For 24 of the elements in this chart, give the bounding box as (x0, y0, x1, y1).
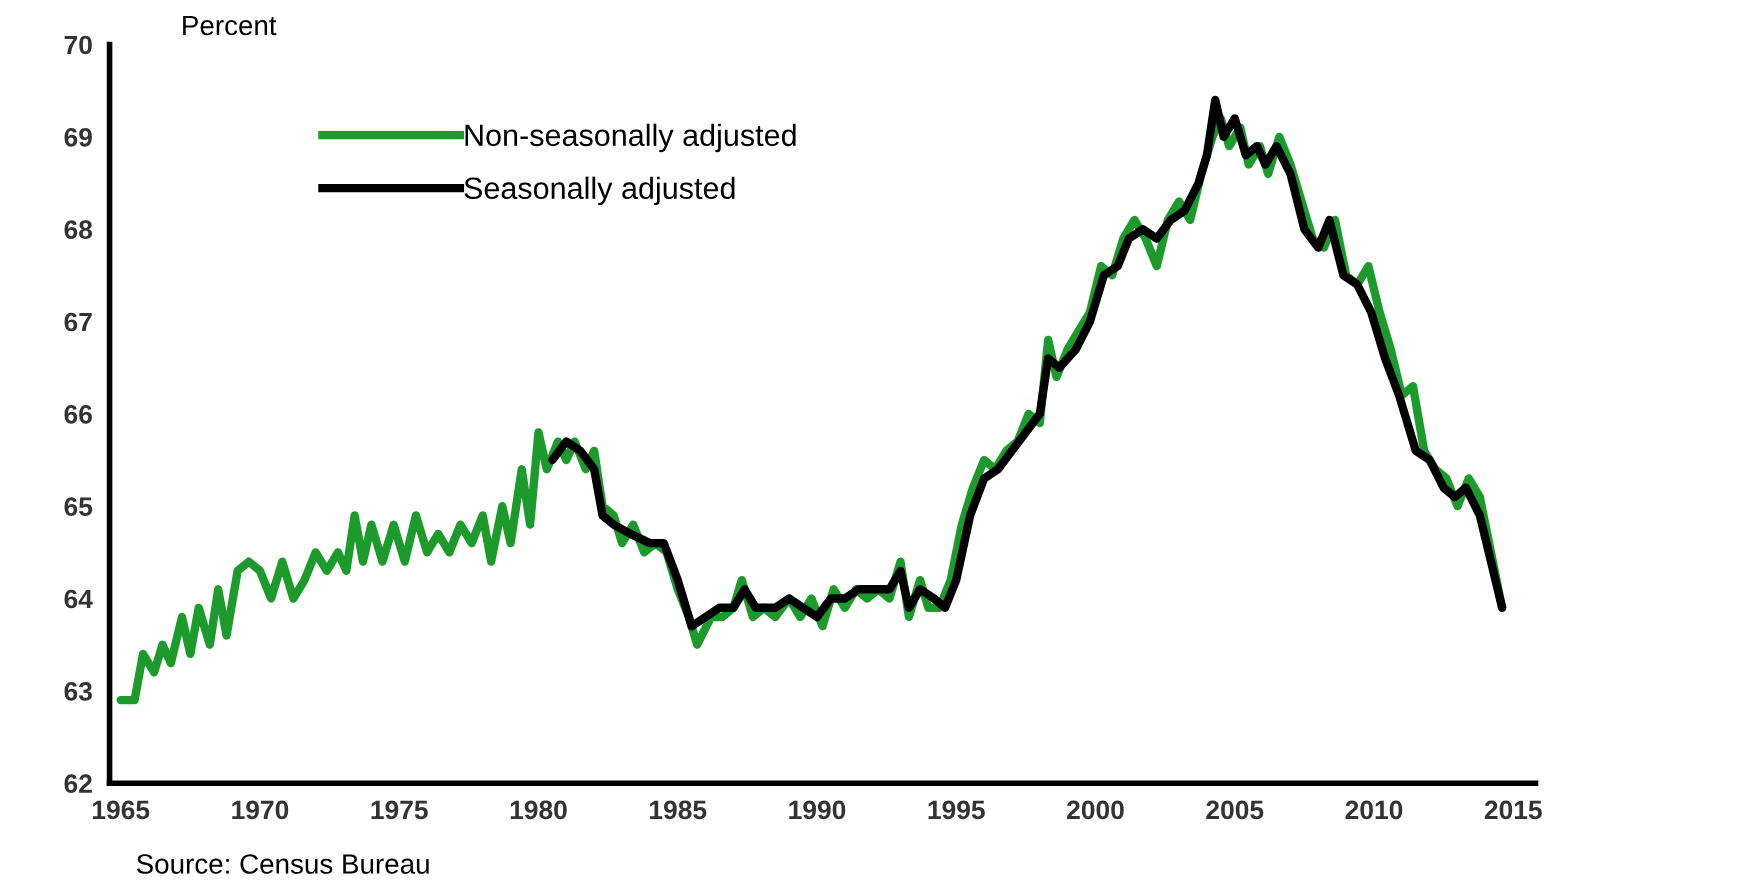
x-tick-label: 1965 (93, 800, 150, 820)
y-tick-label: 67 (64, 312, 92, 332)
y-tick-label: 62 (64, 774, 92, 794)
y-tick-label: 69 (64, 127, 92, 147)
x-tick-label: 1985 (650, 800, 707, 820)
y-tick-label: 68 (64, 220, 93, 239)
x-tick-label: 2005 (1206, 800, 1264, 820)
x-tick-label: 1995 (928, 800, 985, 820)
x-tick-label: 1975 (371, 800, 428, 820)
source-note: Source: Census Bureau (136, 854, 429, 874)
y-tick-label: 63 (64, 682, 92, 701)
x-tick-label: 2010 (1345, 800, 1403, 820)
x-tick-label: 2000 (1067, 800, 1124, 820)
x-tick-label: 1990 (789, 800, 846, 820)
legend-label: Non-seasonally adjusted (465, 123, 796, 153)
legend-label: Seasonally adjusted (464, 176, 735, 206)
x-tick-label: 2015 (1484, 800, 1542, 820)
x-tick-label: 1980 (510, 800, 567, 820)
y-tick-label: 64 (64, 589, 93, 609)
y-tick-label: 70 (64, 35, 92, 55)
y-tick-label: 66 (64, 404, 92, 424)
y-axis-title: Percent (183, 15, 277, 36)
x-tick-label: 1970 (232, 800, 289, 820)
y-tick-label: 65 (64, 497, 93, 517)
